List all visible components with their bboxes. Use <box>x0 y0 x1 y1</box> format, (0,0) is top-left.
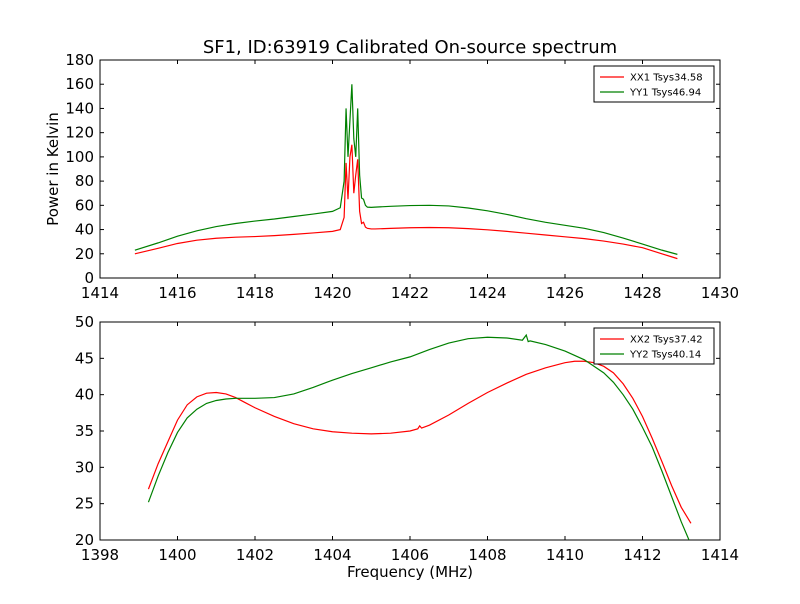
y-tick-label: 20 <box>75 531 94 549</box>
y-tick-label: 50 <box>75 313 94 331</box>
series-line-xx <box>134 144 678 260</box>
x-tick-label: 1418 <box>236 284 274 302</box>
x-tick-label: 1408 <box>468 546 506 564</box>
x-tick-label: 1428 <box>623 284 661 302</box>
y-tick-label: 30 <box>75 458 94 476</box>
y-tick-label: 120 <box>65 124 94 142</box>
y-tick-label: 140 <box>65 99 94 117</box>
y-tick-label: 160 <box>65 75 94 93</box>
y-tick-label: 40 <box>75 386 94 404</box>
legend: XX2 Tsys37.42 YY2 Tsys40.14 <box>593 327 715 365</box>
legend-label: XX1 Tsys34.58 <box>630 73 703 84</box>
x-tick-label: 1412 <box>623 546 661 564</box>
y-tick-label: 180 <box>65 51 94 69</box>
x-tick-label: 1398 <box>81 546 119 564</box>
y-tick-label: 20 <box>75 245 94 263</box>
top-plot: 1414 1416 1418 1420 1422 1424 1426 1428 1430 0 20 4… <box>44 51 739 302</box>
legend-box <box>593 65 715 103</box>
x-tick-label: 1404 <box>313 546 351 564</box>
y-tick-label: 45 <box>75 349 94 367</box>
chart-title: SF1, ID:63919 Calibrated On-source spect… <box>203 37 617 58</box>
series-line-xx <box>147 360 692 524</box>
x-tick-label: 1420 <box>313 284 351 302</box>
legend: XX1 Tsys34.58 YY1 Tsys46.94 <box>593 65 715 103</box>
x-tick-label: 1426 <box>546 284 584 302</box>
legend-box <box>593 327 715 365</box>
x-axis-label: Frequency (MHz) <box>347 563 473 581</box>
bottom-plot: 1398 1400 1402 1404 1406 1408 1410 1412 1414 20 25… <box>75 313 739 581</box>
series-line-yy <box>147 333 690 540</box>
x-tick-label: 1400 <box>158 546 196 564</box>
y-tick-label: 25 <box>75 495 94 513</box>
x-tick-label: 1416 <box>158 284 196 302</box>
series-line-yy <box>134 84 678 255</box>
x-tick-label: 1414 <box>81 284 119 302</box>
y-tick-label: 35 <box>75 422 94 440</box>
x-tick-label: 1424 <box>468 284 506 302</box>
y-tick-label: 100 <box>65 148 94 166</box>
x-tick-label: 1406 <box>391 546 429 564</box>
legend-label: XX2 Tsys37.42 <box>630 335 703 346</box>
x-tick-label: 1402 <box>236 546 274 564</box>
legend-label: YY1 Tsys46.94 <box>629 88 701 99</box>
y-tick-label: 0 <box>84 269 94 287</box>
y-tick-label: 60 <box>75 196 94 214</box>
y-tick-label: 80 <box>75 172 94 190</box>
x-tick-label: 1414 <box>701 546 739 564</box>
y-tick-label: 40 <box>75 221 94 239</box>
x-tick-label: 1422 <box>391 284 429 302</box>
legend-label: YY2 Tsys40.14 <box>629 350 701 361</box>
x-tick-label: 1430 <box>701 284 739 302</box>
x-tick-label: 1410 <box>546 546 584 564</box>
y-axis-label: Power in Kelvin <box>44 112 62 226</box>
